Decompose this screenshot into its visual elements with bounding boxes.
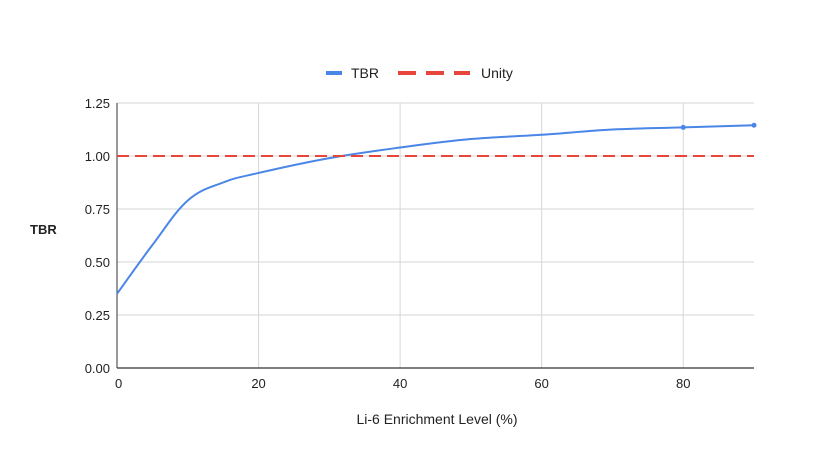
series-layer: [116, 122, 757, 295]
y-tick-label: 1.00: [85, 149, 110, 164]
axes: [116, 103, 754, 369]
series-line-tbr: [116, 124, 755, 295]
x-tick-label: 60: [534, 376, 548, 391]
x-tick-label: 40: [393, 376, 407, 391]
y-tick-label: 0.25: [85, 308, 110, 323]
y-tick-label: 1.25: [85, 96, 110, 111]
x-tick-label: 20: [251, 376, 265, 391]
y-axis-label: TBR: [30, 222, 57, 237]
gridlines: [117, 102, 754, 368]
x-tick-label: 0: [115, 376, 122, 391]
y-tick-label: 0.00: [85, 361, 110, 376]
x-axis-label: Li-6 Enrichment Level (%): [356, 411, 517, 427]
tick-labels: 0.00 0.25 0.50 0.75 1.00 1.25 0 20 40 60 80: [85, 96, 691, 391]
legend: TBR Unity: [326, 65, 513, 81]
legend-label-tbr: TBR: [351, 65, 379, 81]
data-point-tbr: [680, 124, 686, 130]
y-tick-label: 0.50: [85, 255, 110, 270]
data-point-tbr: [751, 122, 757, 128]
legend-label-unity: Unity: [481, 65, 513, 81]
y-tick-label: 0.75: [85, 202, 110, 217]
x-tick-label: 80: [676, 376, 690, 391]
